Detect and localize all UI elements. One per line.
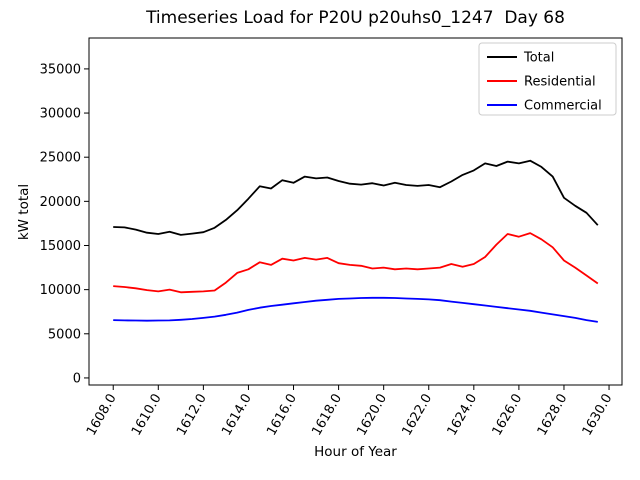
x-tick-label: 1622.0 [399,392,435,439]
legend-label-total: Total [523,51,554,66]
x-tick-label: 1628.0 [535,392,571,439]
legend-box [478,42,617,116]
x-tick-label: 1620.0 [354,392,390,439]
x-tick-label: 1612.0 [174,392,210,439]
y-tick-label: 5000 [48,327,81,342]
x-tick-label: 1616.0 [264,392,300,439]
y-tick-label: 10000 [40,283,81,298]
x-axis-label: Hour of Year [314,444,397,460]
legend-label-commercial: Commercial [524,99,602,114]
x-tick-label: 1618.0 [309,392,345,439]
x-tick-label: 1630.0 [580,392,616,439]
x-tick-label: 1624.0 [445,391,481,438]
y-tick-label: 0 [73,371,81,386]
x-tick-label: 1608.0 [84,392,120,439]
x-tick-label: 1614.0 [219,392,255,439]
series-line-total [113,159,599,236]
y-tick-label: 20000 [40,195,81,210]
y-tick-label: 30000 [40,107,81,122]
y-tick-label: 25000 [40,151,81,166]
y-tick-label: 15000 [40,239,81,254]
series-line-residential [113,232,599,294]
chart-title: Timeseries Load for P20U p20uhs0_1247 Da… [146,8,565,28]
legend-label-residential: Residential [524,75,596,90]
series-line-commercial [113,296,598,323]
x-tick-label: 1626.0 [490,392,526,439]
x-tick-label: 1610.0 [129,392,165,439]
y-tick-label: 35000 [40,62,81,77]
axes-frame [88,37,623,386]
